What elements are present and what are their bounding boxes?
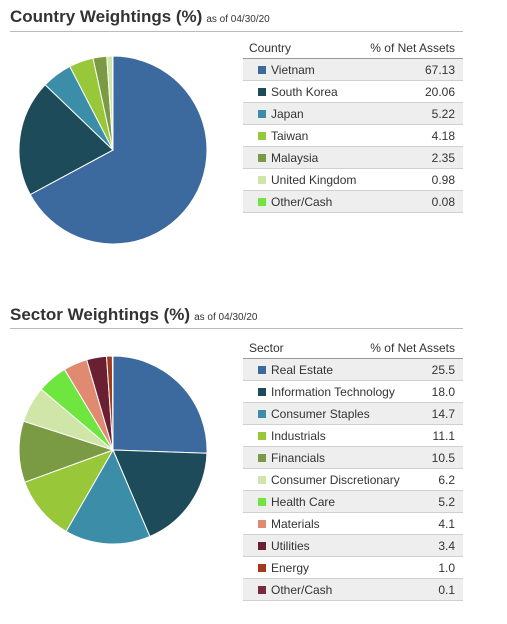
sector-divider bbox=[10, 328, 463, 329]
sector-column-header: Sector bbox=[249, 341, 284, 355]
sector-row-value: 3.4 bbox=[438, 539, 455, 553]
sector-row-value: 0.1 bbox=[438, 583, 455, 597]
country-pie-chart bbox=[18, 55, 208, 245]
legend-swatch bbox=[258, 564, 266, 572]
sector-row-label: Financials bbox=[271, 451, 326, 465]
country-row-value: 5.22 bbox=[431, 107, 455, 121]
country-table-row: Other/Cash 0.08 bbox=[243, 191, 463, 213]
sector-table-row: Financials 10.5 bbox=[243, 447, 463, 469]
legend-swatch bbox=[258, 432, 266, 440]
country-table-row: Taiwan 4.18 bbox=[243, 125, 463, 147]
sector-table-row: Other/Cash 0.1 bbox=[243, 579, 463, 601]
legend-swatch bbox=[258, 388, 266, 396]
country-row-label: Other/Cash bbox=[271, 195, 333, 209]
sector-row-label: Consumer Staples bbox=[271, 407, 370, 421]
country-row-value: 4.18 bbox=[431, 129, 455, 143]
sector-pie-slice-industrials bbox=[24, 449, 115, 533]
country-net-assets-header: % of Net Assets bbox=[370, 41, 455, 55]
legend-swatch bbox=[258, 132, 266, 140]
sector-pie-slice-other-cash bbox=[111, 355, 114, 451]
legend-swatch bbox=[258, 542, 266, 550]
sector-row-label: Real Estate bbox=[271, 363, 334, 377]
sector-row-label: Utilities bbox=[271, 539, 310, 553]
country-pie-slice-vietnam bbox=[29, 55, 208, 245]
legend-swatch bbox=[258, 476, 266, 484]
sector-pie-chart bbox=[18, 355, 208, 545]
sector-table-row: Real Estate 25.5 bbox=[243, 359, 463, 381]
sector-row-value: 10.5 bbox=[431, 451, 455, 465]
legend-swatch bbox=[258, 110, 266, 118]
sector-row-value: 1.0 bbox=[438, 561, 455, 575]
sector-row-value: 6.2 bbox=[438, 473, 455, 487]
country-row-label: Taiwan bbox=[271, 129, 309, 143]
legend-swatch bbox=[258, 520, 266, 528]
country-title-row: Country Weightings (%) as of 04/30/20 bbox=[10, 7, 270, 27]
legend-swatch bbox=[258, 88, 266, 96]
legend-swatch bbox=[258, 410, 266, 418]
country-row-label: South Korea bbox=[271, 85, 338, 99]
country-pie-slice-south-korea bbox=[18, 84, 114, 196]
sector-net-assets-header: % of Net Assets bbox=[370, 341, 455, 355]
sector-row-label: Health Care bbox=[271, 495, 336, 509]
sector-row-label: Industrials bbox=[271, 429, 326, 443]
sector-row-value: 25.5 bbox=[431, 363, 455, 377]
sector-table-row: Information Technology 18.0 bbox=[243, 381, 463, 403]
legend-swatch bbox=[258, 586, 266, 594]
sector-row-label: Information Technology bbox=[271, 385, 395, 399]
country-table-row: United Kingdom 0.98 bbox=[243, 169, 463, 191]
sector-table-row: Consumer Discretionary 6.2 bbox=[243, 469, 463, 491]
sector-table-row: Utilities 3.4 bbox=[243, 535, 463, 557]
country-row-label: United Kingdom bbox=[271, 173, 357, 187]
country-row-label: Vietnam bbox=[271, 63, 315, 77]
country-row-label: Malaysia bbox=[271, 151, 319, 165]
legend-swatch bbox=[258, 498, 266, 506]
sector-table-row: Materials 4.1 bbox=[243, 513, 463, 535]
country-divider bbox=[10, 31, 463, 32]
country-row-value: 2.35 bbox=[431, 151, 455, 165]
legend-swatch bbox=[258, 154, 266, 162]
country-row-label: Japan bbox=[271, 107, 304, 121]
sector-row-value: 18.0 bbox=[431, 385, 455, 399]
country-column-header: Country bbox=[249, 41, 292, 55]
legend-swatch bbox=[258, 454, 266, 462]
sector-row-value: 4.1 bbox=[438, 517, 455, 531]
country-table-row: Japan 5.22 bbox=[243, 103, 463, 125]
legend-swatch bbox=[258, 66, 266, 74]
sector-table: Sector % of Net Assets Real Estate 25.5 In… bbox=[243, 338, 463, 601]
country-row-value: 0.98 bbox=[431, 173, 455, 187]
legend-swatch bbox=[258, 176, 266, 184]
sector-as-of: as of 04/30/20 bbox=[194, 312, 258, 323]
sector-table-row: Energy 1.0 bbox=[243, 557, 463, 579]
country-as-of: as of 04/30/20 bbox=[206, 14, 270, 25]
sector-table-header: Sector % of Net Assets bbox=[243, 338, 463, 359]
sector-row-label: Consumer Discretionary bbox=[271, 473, 400, 487]
sector-row-value: 5.2 bbox=[438, 495, 455, 509]
sector-table-row: Health Care 5.2 bbox=[243, 491, 463, 513]
sector-row-label: Other/Cash bbox=[271, 583, 333, 597]
sector-table-row: Industrials 11.1 bbox=[243, 425, 463, 447]
country-table-row: South Korea 20.06 bbox=[243, 81, 463, 103]
country-table-header: Country % of Net Assets bbox=[243, 38, 463, 59]
sector-row-label: Materials bbox=[271, 517, 320, 531]
sector-pie-slice-consumer-staples bbox=[65, 448, 151, 545]
sector-row-value: 14.7 bbox=[431, 407, 455, 421]
sector-row-label: Energy bbox=[271, 561, 310, 575]
country-table: Country % of Net Assets Vietnam 67.13 Sout… bbox=[243, 38, 463, 213]
legend-swatch bbox=[258, 366, 266, 374]
country-row-value: 20.06 bbox=[424, 85, 455, 99]
sector-row-value: 11.1 bbox=[432, 429, 455, 443]
country-table-row: Vietnam 67.13 bbox=[243, 59, 463, 81]
country-table-row: Malaysia 2.35 bbox=[243, 147, 463, 169]
sector-title-row: Sector Weightings (%) as of 04/30/20 bbox=[10, 305, 257, 325]
sector-title: Sector Weightings (%) bbox=[10, 305, 191, 324]
sector-table-row: Consumer Staples 14.7 bbox=[243, 403, 463, 425]
country-row-value: 67.13 bbox=[424, 63, 455, 77]
country-title: Country Weightings (%) bbox=[10, 7, 203, 26]
sector-pie-slice-real-estate bbox=[112, 355, 208, 454]
legend-swatch bbox=[258, 198, 266, 206]
sector-pie-slice-information-technology bbox=[112, 449, 208, 538]
country-row-value: 0.08 bbox=[431, 195, 455, 209]
